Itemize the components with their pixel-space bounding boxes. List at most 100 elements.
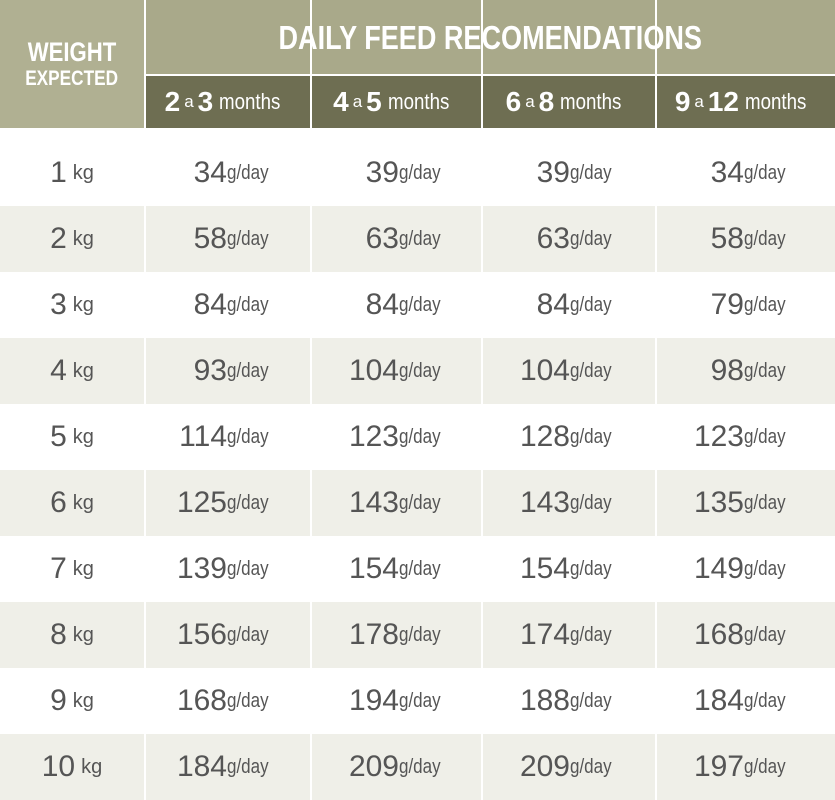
feed-value: 209: [519, 750, 570, 783]
table-row: 2 kg 58 g/day 63 g/day 63 g/day 58 g/day: [0, 206, 835, 272]
feed-cell: 128 g/day: [483, 404, 626, 470]
feed-value: 209: [348, 750, 399, 783]
feed-unit: g/day: [399, 689, 441, 712]
feed-unit: g/day: [744, 491, 786, 514]
feed-value: 139: [176, 552, 227, 585]
table-row: 10 kg 184 g/day 209 g/day 209 g/day 197 g/day: [0, 734, 835, 800]
weight-value: 1: [50, 156, 67, 189]
column-divider: [144, 0, 146, 800]
feed-unit: g/day: [227, 359, 269, 382]
feed-unit: g/day: [744, 425, 786, 448]
feed-value: 184: [176, 750, 227, 783]
feed-cell: 123 g/day: [312, 404, 455, 470]
feed-cell: 98 g/day: [657, 338, 800, 404]
feed-cell: 135 g/day: [657, 470, 800, 536]
table-row: 7 kg 139 g/day 154 g/day 154 g/day 149 g/day: [0, 536, 835, 602]
weight-value: 8: [50, 618, 67, 651]
feed-cell: 34 g/day: [657, 140, 800, 206]
feed-unit: g/day: [744, 755, 786, 778]
period-unit: months: [560, 89, 622, 114]
weight-value: 7: [50, 552, 67, 585]
feed-unit: g/day: [570, 359, 612, 382]
header-divider: [146, 74, 835, 76]
feed-cell: 197 g/day: [657, 734, 800, 800]
feed-value: 58: [193, 222, 227, 255]
feed-unit: g/day: [399, 557, 441, 580]
weight-cell: 2 kg: [0, 206, 144, 272]
feed-value: 63: [536, 222, 570, 255]
weight-expected-header: WEIGHT EXPECTED: [0, 0, 144, 128]
weight-unit: kg: [72, 491, 94, 514]
feed-value: 39: [536, 156, 570, 189]
feed-unit: g/day: [227, 557, 269, 580]
weight-value: 9: [50, 684, 67, 717]
weight-unit: kg: [72, 359, 94, 382]
period-sep: a: [525, 92, 535, 111]
feed-value: 194: [348, 684, 399, 717]
period-from: 4: [333, 86, 349, 117]
weight-unit: kg: [72, 557, 94, 580]
weight-cell: 8 kg: [0, 602, 144, 668]
feed-unit: g/day: [227, 689, 269, 712]
feed-cell: 58 g/day: [657, 206, 800, 272]
feed-cell: 79 g/day: [657, 272, 800, 338]
feed-value: 174: [519, 618, 570, 651]
feed-cell: 188 g/day: [483, 668, 626, 734]
feed-unit: g/day: [227, 293, 269, 316]
weight-cell: 9 kg: [0, 668, 144, 734]
feed-cell: 143 g/day: [483, 470, 626, 536]
feed-cell: 63 g/day: [483, 206, 626, 272]
feed-cell: 139 g/day: [146, 536, 283, 602]
feed-value: 125: [176, 486, 227, 519]
period-sep: a: [694, 92, 704, 111]
feed-unit: g/day: [744, 161, 786, 184]
feed-cell: 34 g/day: [146, 140, 283, 206]
table-row: 6 kg 125 g/day 143 g/day 143 g/day 135 g/day: [0, 470, 835, 536]
feed-cell: 168 g/day: [146, 668, 283, 734]
feed-unit: g/day: [227, 755, 269, 778]
period-sep: a: [352, 92, 363, 111]
weight-cell: 1 kg: [0, 140, 144, 206]
column-divider: [655, 0, 657, 800]
daily-feed-title: DAILY FEED RECOMENDATIONS: [278, 19, 703, 56]
period-to: 5: [366, 86, 382, 117]
table-row: 8 kg 156 g/day 178 g/day 174 g/day 168 g/day: [0, 602, 835, 668]
feed-unit: g/day: [744, 689, 786, 712]
feed-value: 104: [348, 354, 399, 387]
feed-cell: 104 g/day: [312, 338, 455, 404]
period-sep: a: [184, 92, 194, 111]
feed-value: 104: [519, 354, 570, 387]
feed-cell: 84 g/day: [146, 272, 283, 338]
period-header-3: 9 a 12 months: [657, 76, 835, 128]
feed-value: 154: [519, 552, 570, 585]
feed-value: 114: [179, 420, 227, 453]
feed-cell: 156 g/day: [146, 602, 283, 668]
feed-unit: g/day: [399, 755, 441, 778]
feed-value: 123: [693, 420, 744, 453]
feed-unit: g/day: [744, 359, 786, 382]
feed-value: 39: [365, 156, 399, 189]
feed-unit: g/day: [227, 491, 269, 514]
feed-value: 149: [693, 552, 744, 585]
feed-unit: g/day: [399, 623, 441, 646]
feed-unit: g/day: [399, 359, 441, 382]
feed-cell: 194 g/day: [312, 668, 455, 734]
weight-value: 5: [50, 420, 67, 453]
feed-unit: g/day: [399, 227, 441, 250]
feed-unit: g/day: [227, 161, 269, 184]
column-divider: [481, 0, 483, 800]
feed-cell: 168 g/day: [657, 602, 800, 668]
feed-unit: g/day: [227, 623, 269, 646]
table-row: 4 kg 93 g/day 104 g/day 104 g/day 98 g/day: [0, 338, 835, 404]
feed-cell: 39 g/day: [312, 140, 455, 206]
period-unit: months: [387, 89, 450, 114]
feed-value: 143: [519, 486, 570, 519]
feed-value: 178: [348, 618, 399, 651]
feed-unit: g/day: [570, 293, 612, 316]
weight-cell: 6 kg: [0, 470, 144, 536]
feed-cell: 123 g/day: [657, 404, 800, 470]
feed-cell: 178 g/day: [312, 602, 455, 668]
feed-unit: g/day: [399, 425, 441, 448]
feed-unit: g/day: [399, 491, 441, 514]
feed-value: 128: [519, 420, 570, 453]
